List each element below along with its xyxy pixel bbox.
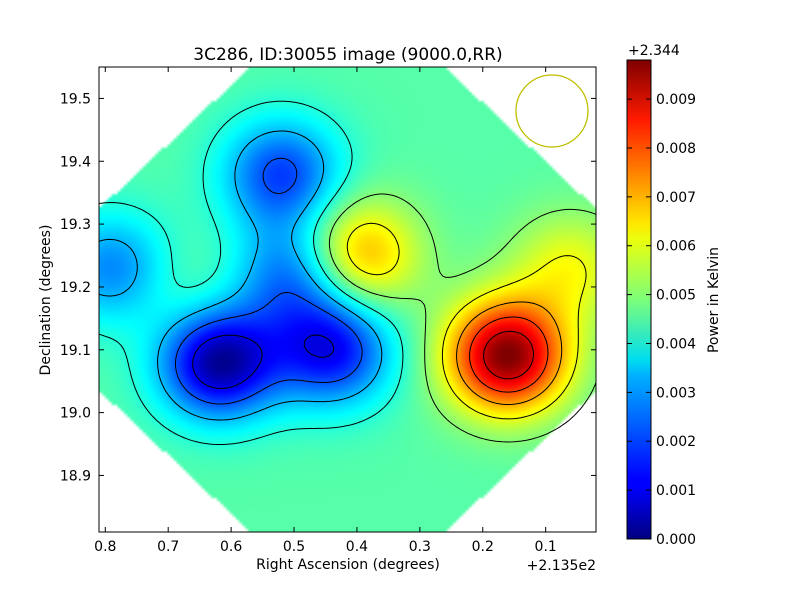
colorbar-tick-label: 0.000 (656, 532, 696, 548)
x-offset-label: +2.135e2 (527, 558, 596, 574)
x-tick-label: 0.8 (94, 539, 116, 555)
y-tick-label: 19.4 (60, 154, 91, 170)
colorbar-tick-label: 0.001 (656, 483, 696, 499)
y-tick-label: 18.9 (60, 468, 91, 484)
contour-lines (99, 100, 596, 445)
x-tick-label: 0.5 (283, 539, 305, 555)
x-axis-label: Right Ascension (degrees) (256, 557, 440, 573)
y-tick-label: 19.1 (60, 343, 91, 359)
colorbar-tick-label: 0.007 (656, 190, 696, 206)
colorbar-tick-label: 0.005 (656, 288, 696, 304)
colorbar-tick-label: 0.009 (656, 92, 696, 108)
colorbar-tick-label: 0.002 (656, 434, 696, 450)
x-tick-label: 0.1 (535, 539, 557, 555)
colorbar (626, 59, 652, 540)
chart-title: 3C286, ID:30055 image (9000.0,RR) (193, 45, 502, 65)
heatmap-area (99, 67, 596, 532)
colorbar-tick-label: 0.003 (656, 385, 696, 401)
colorbar-tick-label: 0.006 (656, 239, 696, 255)
colorbar-offset-label: +2.344 (628, 43, 680, 59)
plot-frame (98, 66, 597, 533)
x-tick-label: 0.4 (346, 539, 368, 555)
beam-ellipse (515, 74, 589, 148)
contour-path (99, 100, 596, 445)
x-tick-label: 0.7 (157, 539, 179, 555)
colorbar-ticks: 0.000 0.001 0.002 0.003 0.004 0.005 0.006 0.007… (627, 92, 696, 548)
heatmap-image (99, 67, 596, 532)
y-tick-label: 19.2 (60, 280, 91, 296)
x-axis-ticks: 0.8 0.7 0.6 0.5 0.4 0.3 0.2 0.1 (94, 67, 557, 555)
y-tick-label: 19.5 (60, 91, 91, 107)
x-tick-label: 0.2 (472, 539, 494, 555)
y-tick-label: 19.0 (60, 406, 91, 422)
x-tick-label: 0.3 (409, 539, 431, 555)
y-tick-label: 19.3 (60, 217, 91, 233)
colorbar-tick-label: 0.004 (656, 336, 696, 352)
y-axis-label: Declination (degrees) (38, 225, 54, 376)
y-axis-ticks: 19.5 19.4 19.3 19.2 19.1 19.0 18.9 (60, 91, 596, 484)
colorbar-label: Power in Kelvin (706, 247, 722, 353)
x-tick-label: 0.6 (220, 539, 242, 555)
colorbar-tick-label: 0.008 (656, 141, 696, 157)
